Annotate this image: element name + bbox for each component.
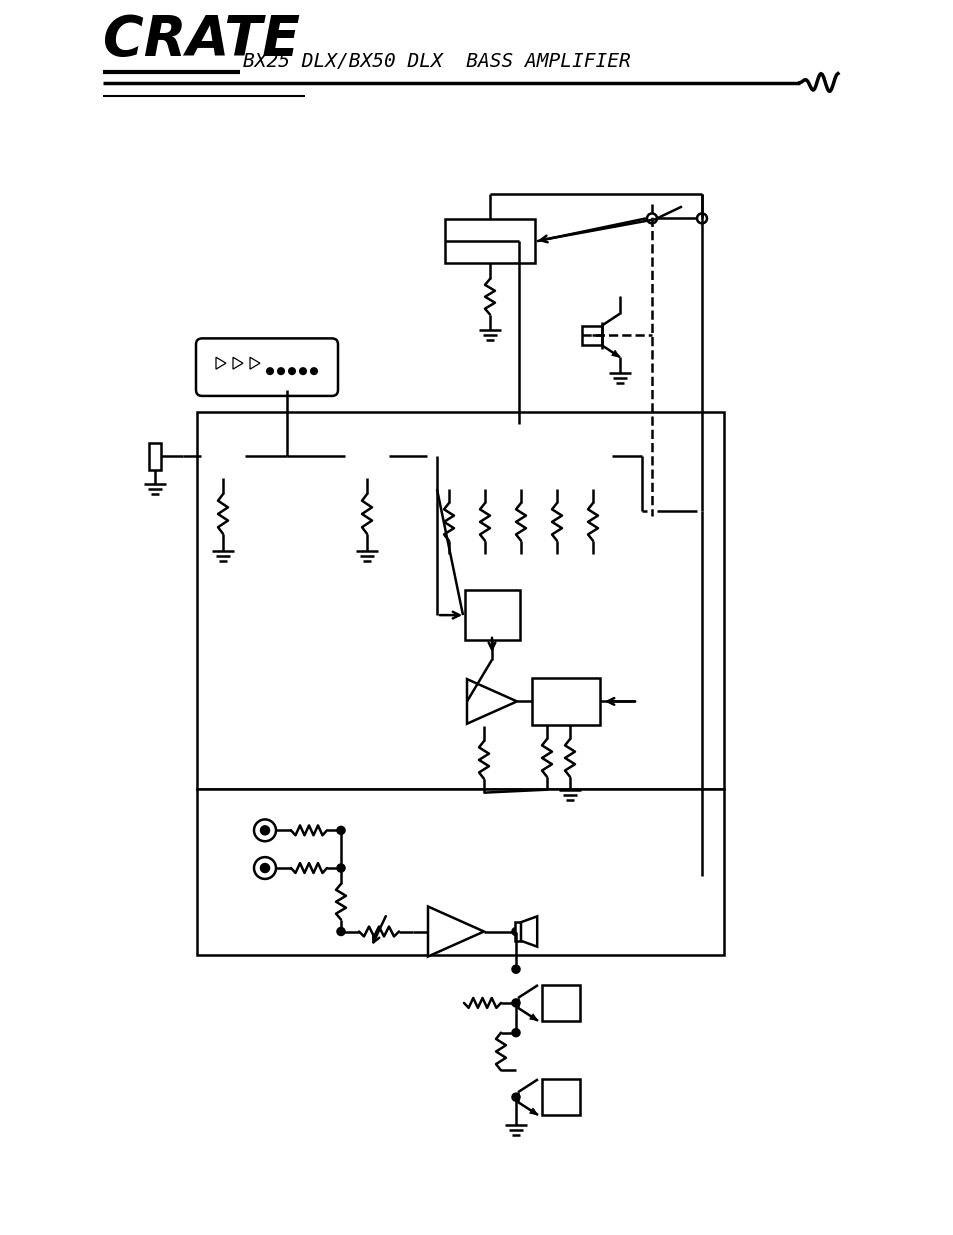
Bar <box>196 789 723 956</box>
Circle shape <box>646 506 657 516</box>
Bar <box>541 1079 579 1115</box>
Bar <box>532 678 599 725</box>
Bar <box>464 590 519 640</box>
Circle shape <box>261 826 269 835</box>
Circle shape <box>697 214 706 224</box>
Circle shape <box>337 864 344 872</box>
Bar <box>149 442 161 471</box>
Circle shape <box>697 506 706 516</box>
Circle shape <box>512 927 519 935</box>
Circle shape <box>512 966 519 973</box>
Circle shape <box>337 927 344 935</box>
Circle shape <box>512 999 519 1007</box>
Bar <box>427 424 612 489</box>
Polygon shape <box>250 357 260 369</box>
Bar <box>541 986 579 1021</box>
Circle shape <box>512 1029 519 1036</box>
Circle shape <box>253 820 275 841</box>
Polygon shape <box>520 916 537 947</box>
Polygon shape <box>201 437 245 475</box>
Bar <box>444 220 535 263</box>
Bar <box>515 923 520 941</box>
FancyBboxPatch shape <box>195 338 337 396</box>
Polygon shape <box>233 357 243 369</box>
Circle shape <box>289 368 294 374</box>
Bar <box>581 326 601 346</box>
Polygon shape <box>529 1014 537 1021</box>
Circle shape <box>337 827 344 834</box>
Circle shape <box>267 368 273 374</box>
Polygon shape <box>529 1108 537 1115</box>
Text: CRATE: CRATE <box>103 12 299 67</box>
Circle shape <box>300 368 306 374</box>
Circle shape <box>638 453 645 459</box>
Polygon shape <box>611 351 619 357</box>
Polygon shape <box>215 357 226 369</box>
Circle shape <box>423 453 430 459</box>
Polygon shape <box>428 906 483 956</box>
Circle shape <box>512 1094 519 1100</box>
Text: BX25 DLX/BX50 DLX  BASS AMPLIFIER: BX25 DLX/BX50 DLX BASS AMPLIFIER <box>243 52 630 70</box>
Circle shape <box>341 453 348 459</box>
Circle shape <box>698 508 705 515</box>
Polygon shape <box>345 437 389 475</box>
Circle shape <box>311 368 316 374</box>
Circle shape <box>253 857 275 879</box>
Bar <box>196 411 723 789</box>
Polygon shape <box>467 679 517 724</box>
Circle shape <box>646 214 657 224</box>
Circle shape <box>261 864 269 872</box>
Circle shape <box>283 453 291 459</box>
Circle shape <box>278 368 283 374</box>
